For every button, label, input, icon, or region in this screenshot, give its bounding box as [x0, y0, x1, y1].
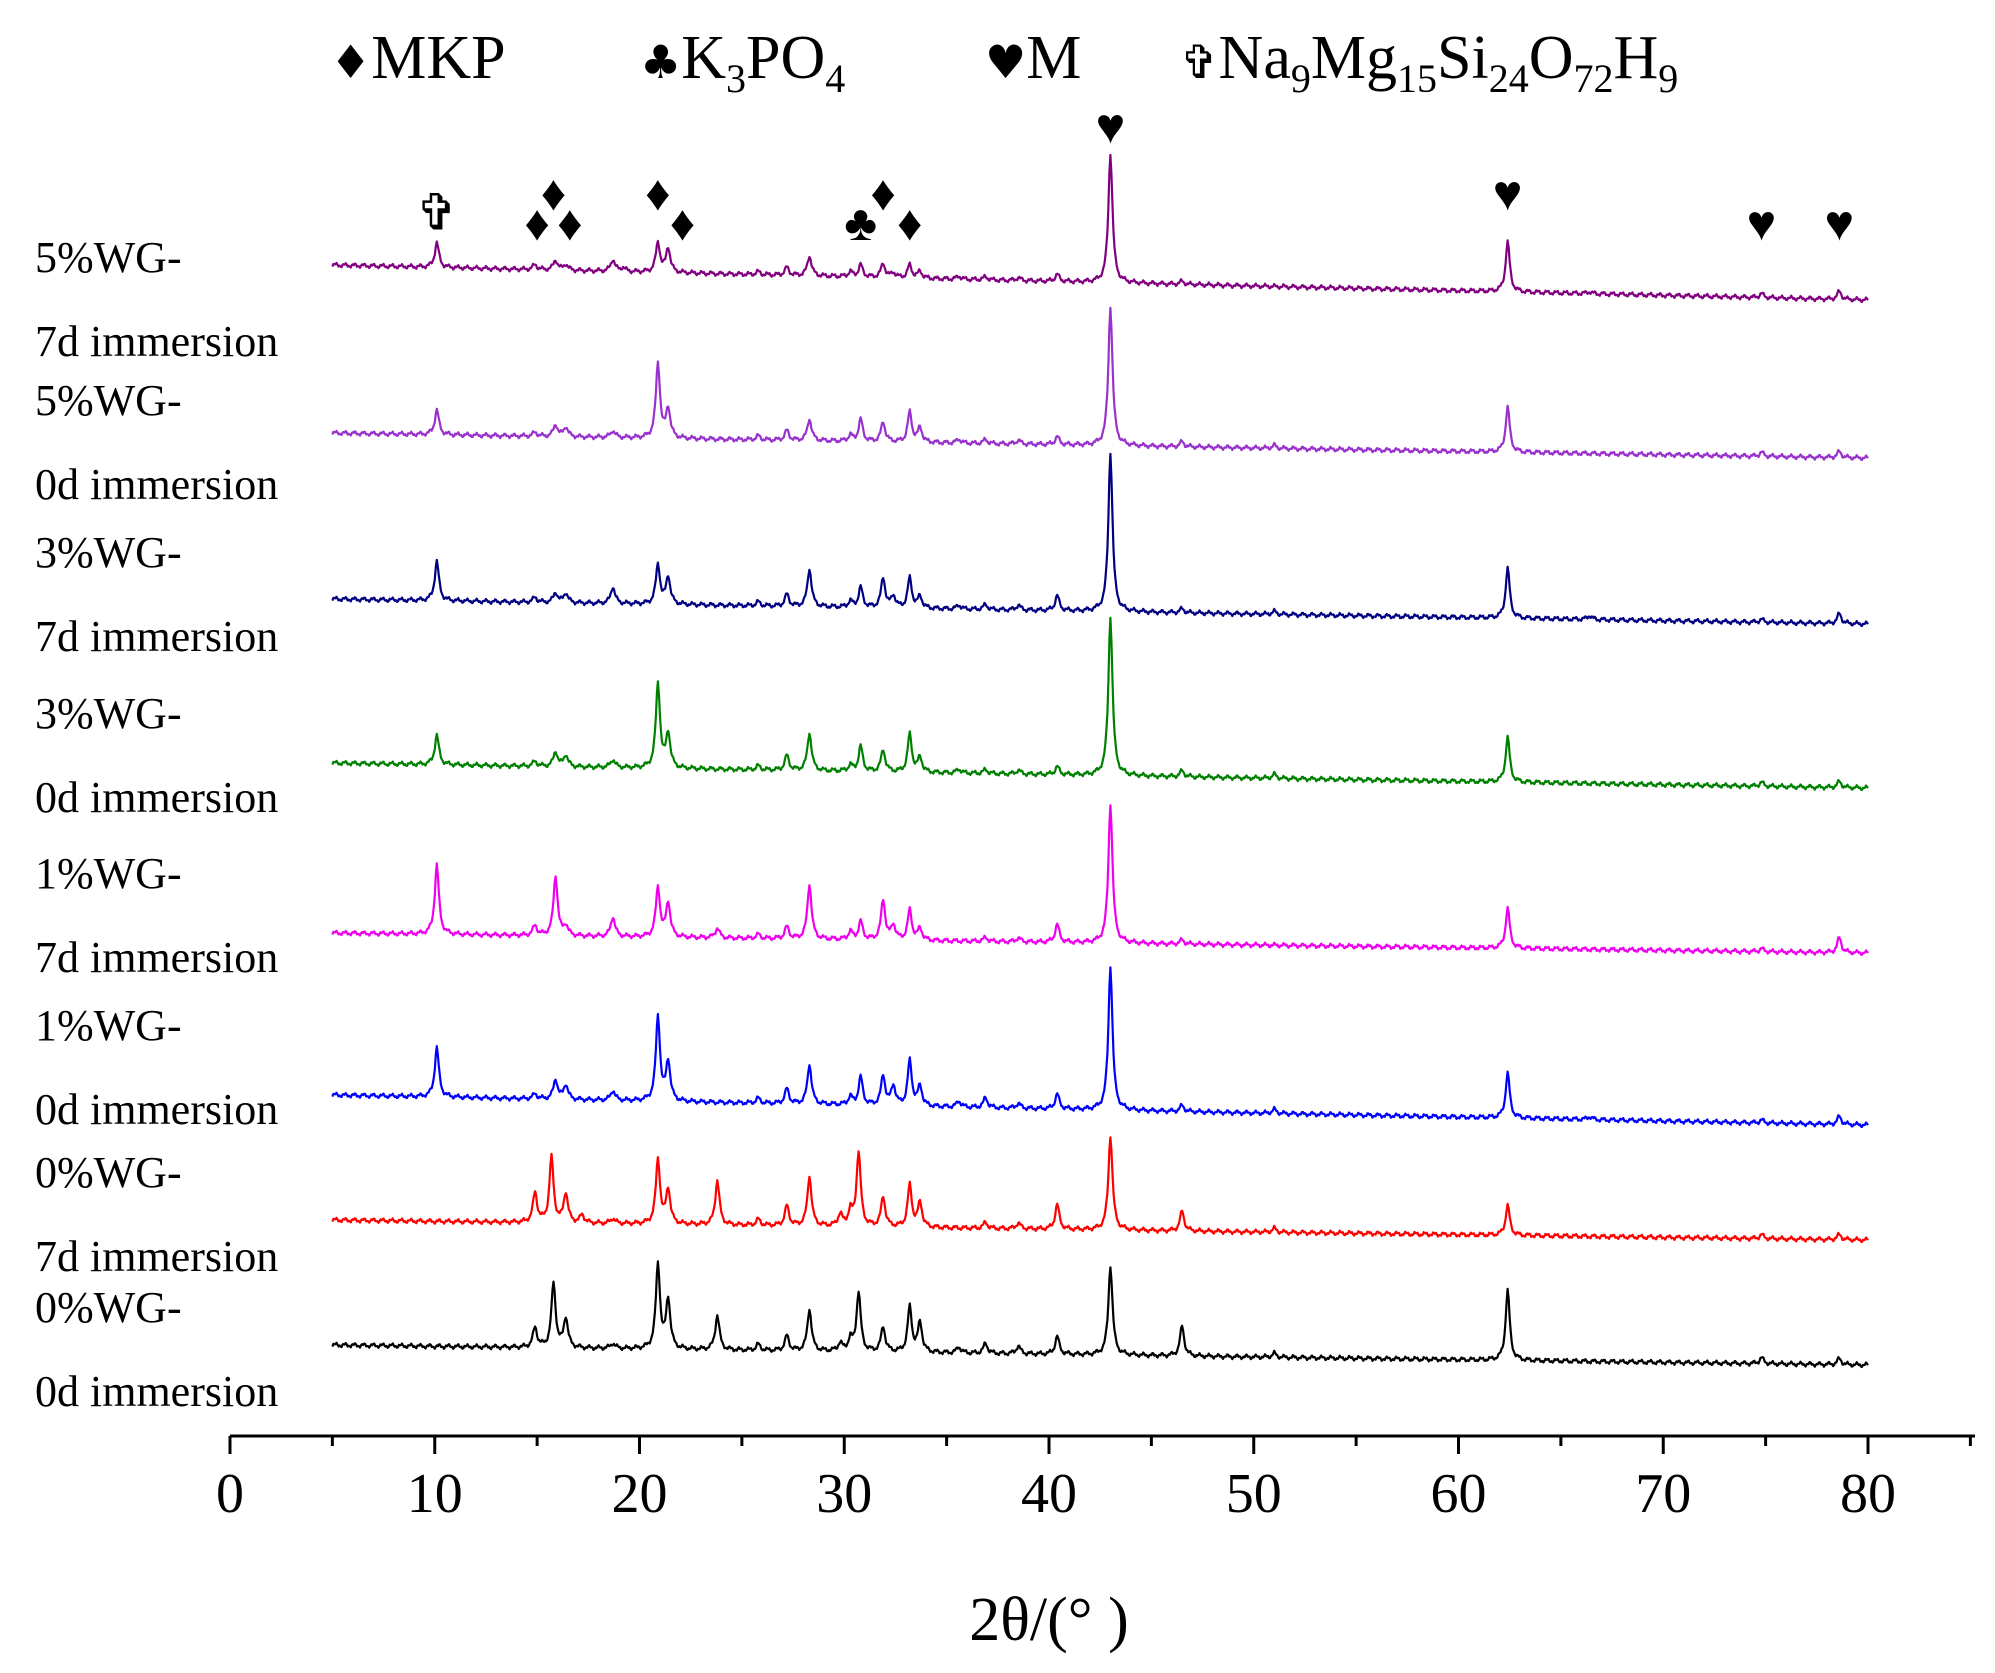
series-label: 0%WG-	[35, 1148, 182, 1197]
series-group	[331, 153, 1869, 1369]
series-line	[331, 966, 1869, 1129]
series-label: 1%WG-	[35, 1001, 182, 1050]
x-tick-label: 60	[1431, 1463, 1487, 1525]
series-label: 3%WG-	[35, 689, 182, 738]
series-label: 5%WG-	[35, 233, 182, 282]
x-tick-label: 10	[407, 1463, 463, 1525]
legend-symbol: ✞	[1180, 35, 1219, 89]
phase-marker: ♦	[557, 195, 583, 251]
phase-marker: ♦	[541, 165, 567, 221]
phase-marker: ♦	[670, 195, 696, 251]
series-line	[331, 616, 1869, 792]
phase-marker: ♥	[1824, 195, 1854, 251]
series-label: 7d immersion	[35, 1232, 278, 1281]
legend-symbol: ♥	[985, 35, 1026, 89]
x-tick-label: 50	[1226, 1463, 1282, 1525]
series-line	[331, 452, 1869, 628]
phase-marker: ♥	[1747, 195, 1777, 251]
series-label: 0%WG-	[35, 1283, 182, 1332]
phase-marker: ♦	[524, 195, 550, 251]
x-tick-label: 20	[612, 1463, 668, 1525]
series-label: 0d immersion	[35, 460, 278, 509]
phase-marker: ♦	[870, 165, 896, 221]
x-tick-label: 0	[216, 1463, 244, 1525]
sample-labels: 5%WG- 7d immersion 5%WG- 0d immersion 3%WG- 7…	[35, 233, 278, 1416]
phase-marker: ♥	[1096, 98, 1126, 154]
series-line	[331, 804, 1869, 957]
phase-marker: ♦	[645, 165, 671, 221]
phase-marker: ♥	[1493, 165, 1523, 221]
legend-entry: ♥M	[985, 24, 1081, 92]
series-label: 7d immersion	[35, 612, 278, 661]
phase-markers: ✞ ♦♦♦♦♦ ♣♦♦♥♥♥ ♥	[416, 98, 1854, 251]
series-line	[331, 1260, 1869, 1369]
legend-symbol: ♦	[330, 35, 371, 89]
series-label: 1%WG-	[35, 849, 182, 898]
series-line	[331, 153, 1869, 303]
phase-marker: ✞	[416, 185, 458, 241]
series-line	[331, 1136, 1869, 1244]
series-label: 0d immersion	[35, 773, 278, 822]
series-label: 7d immersion	[35, 317, 278, 366]
series-line	[331, 306, 1869, 462]
legend-entry: ♣K3PO4	[640, 24, 845, 101]
x-axis: 0 10 20 30 40 50 60 70 80 2θ/(° )	[216, 1434, 1975, 1654]
legend-entry: ✞Na9Mg15Si24O72H9	[1180, 24, 1678, 101]
series-label: 0d immersion	[35, 1367, 278, 1416]
phase-marker: ♦	[897, 195, 923, 251]
phase-marker: ♣	[844, 195, 877, 251]
legend-entry: ♦MKP	[330, 24, 506, 92]
x-tick-label: 80	[1840, 1463, 1896, 1525]
x-tick-label: 70	[1635, 1463, 1691, 1525]
series-label: 5%WG-	[35, 376, 182, 425]
x-tick-label: 40	[1021, 1463, 1077, 1525]
x-axis-title: 2θ/(° )	[969, 1586, 1129, 1654]
series-label: 0d immersion	[35, 1085, 278, 1134]
series-label: 7d immersion	[35, 933, 278, 982]
legend-symbol: ♣	[640, 35, 681, 89]
x-tick-label: 30	[816, 1463, 872, 1525]
legend: ♦MKP ♣K3PO4 ♥M ✞Na9Mg15Si24O72H9	[330, 24, 1678, 101]
series-label: 3%WG-	[35, 528, 182, 577]
